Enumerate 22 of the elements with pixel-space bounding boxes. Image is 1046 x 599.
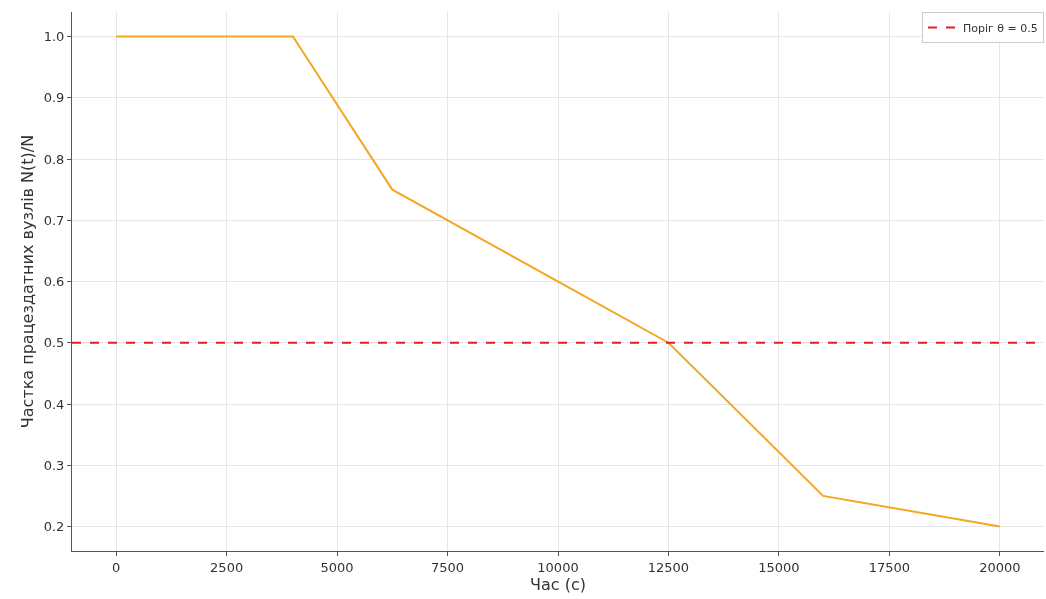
- y-tick-label: 1.0: [43, 29, 65, 45]
- y-tick-label: 0.2: [43, 519, 65, 535]
- x-axis-title: Час (с): [530, 574, 586, 594]
- x-tick-label: 5000: [320, 559, 354, 575]
- x-tick-label: 10000: [537, 559, 579, 575]
- y-tick-label: 0.6: [43, 274, 65, 290]
- y-tick-label: 0.5: [43, 335, 65, 351]
- line-series: [115, 35, 1001, 528]
- x-tick-label: 20000: [979, 559, 1021, 575]
- y-tick-label: 0.9: [43, 90, 65, 106]
- x-tick-label: 2500: [210, 559, 244, 575]
- y-tick-label: 0.8: [43, 151, 65, 167]
- y-tick-label: 0.7: [43, 212, 65, 228]
- x-tick-label: 7500: [431, 559, 465, 575]
- x-tick-label: 15000: [758, 559, 800, 575]
- y-tick-label: 0.4: [43, 396, 65, 412]
- y-axis-title: Частка працездатних вузлів N(t)/N: [17, 134, 37, 429]
- x-tick-label: 17500: [868, 559, 911, 575]
- y-tick-label: 0.3: [43, 457, 65, 473]
- legend-label: Поріг θ = 0.5: [963, 21, 1038, 35]
- x-tick-label: 0: [112, 559, 121, 575]
- x-tick-label: 12500: [647, 559, 690, 575]
